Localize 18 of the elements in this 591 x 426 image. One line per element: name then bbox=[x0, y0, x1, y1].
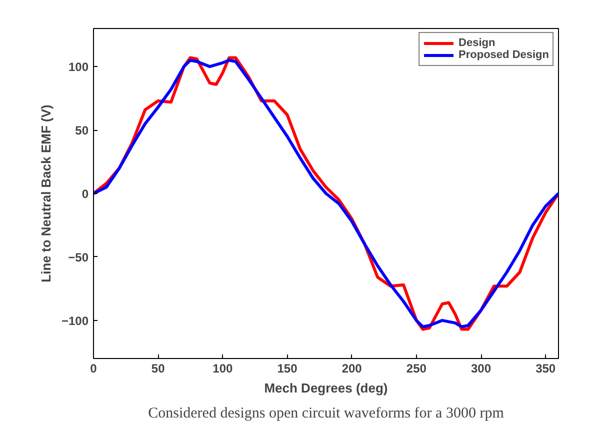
y-tick-label: −100 bbox=[61, 314, 89, 328]
legend-label: Design bbox=[458, 37, 496, 49]
x-tick-label: 100 bbox=[212, 362, 234, 376]
y-axis-title: Line to Neutral Back EMF (V) bbox=[38, 104, 54, 282]
x-tick-label: 250 bbox=[406, 362, 427, 376]
x-tick-label: 0 bbox=[90, 362, 98, 376]
x-axis-title: Mech Degrees (deg) bbox=[264, 380, 388, 396]
x-tick-label: 300 bbox=[470, 362, 492, 376]
y-tick-label: 50 bbox=[75, 124, 89, 138]
y-tick-label: 0 bbox=[82, 187, 89, 201]
x-tick-label: 50 bbox=[151, 362, 166, 376]
legend-label: Proposed Design bbox=[458, 49, 549, 61]
x-tick-label: 200 bbox=[342, 362, 362, 376]
y-tick-label: 100 bbox=[68, 60, 89, 74]
y-tick-label: −50 bbox=[68, 250, 89, 264]
x-tick-label: 350 bbox=[536, 362, 556, 376]
x-tick-label: 150 bbox=[277, 362, 298, 376]
text: Considered designs open circuit waveforms for a 3000 rpm bbox=[148, 406, 504, 422]
